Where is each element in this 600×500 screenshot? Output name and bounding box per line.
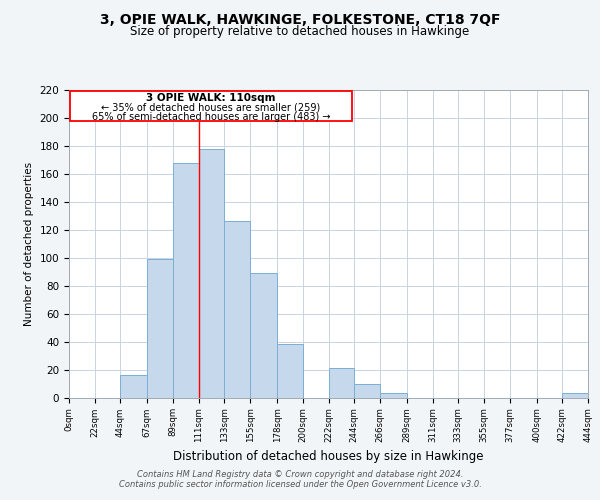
Y-axis label: Number of detached properties: Number of detached properties — [24, 162, 34, 326]
Bar — [148, 259, 173, 398]
Text: 3 OPIE WALK: 110sqm: 3 OPIE WALK: 110sqm — [146, 94, 276, 104]
Text: ← 35% of detached houses are smaller (259): ← 35% of detached houses are smaller (25… — [101, 102, 320, 113]
Bar — [380, 394, 407, 398]
Bar — [173, 162, 199, 398]
Bar — [250, 273, 277, 398]
Bar — [224, 222, 250, 398]
Text: Contains HM Land Registry data © Crown copyright and database right 2024.: Contains HM Land Registry data © Crown c… — [137, 470, 463, 479]
X-axis label: Distribution of detached houses by size in Hawkinge: Distribution of detached houses by size … — [173, 450, 484, 464]
Text: 3, OPIE WALK, HAWKINGE, FOLKESTONE, CT18 7QF: 3, OPIE WALK, HAWKINGE, FOLKESTONE, CT18… — [100, 12, 500, 26]
Bar — [121, 375, 148, 398]
Bar — [329, 368, 354, 398]
Text: Contains public sector information licensed under the Open Government Licence v3: Contains public sector information licen… — [119, 480, 481, 489]
Bar — [354, 384, 380, 398]
Bar — [70, 92, 352, 120]
Bar — [277, 344, 303, 398]
Text: Size of property relative to detached houses in Hawkinge: Size of property relative to detached ho… — [130, 25, 470, 38]
Bar — [562, 394, 588, 398]
Text: 65% of semi-detached houses are larger (483) →: 65% of semi-detached houses are larger (… — [92, 112, 330, 122]
Bar — [199, 148, 224, 398]
